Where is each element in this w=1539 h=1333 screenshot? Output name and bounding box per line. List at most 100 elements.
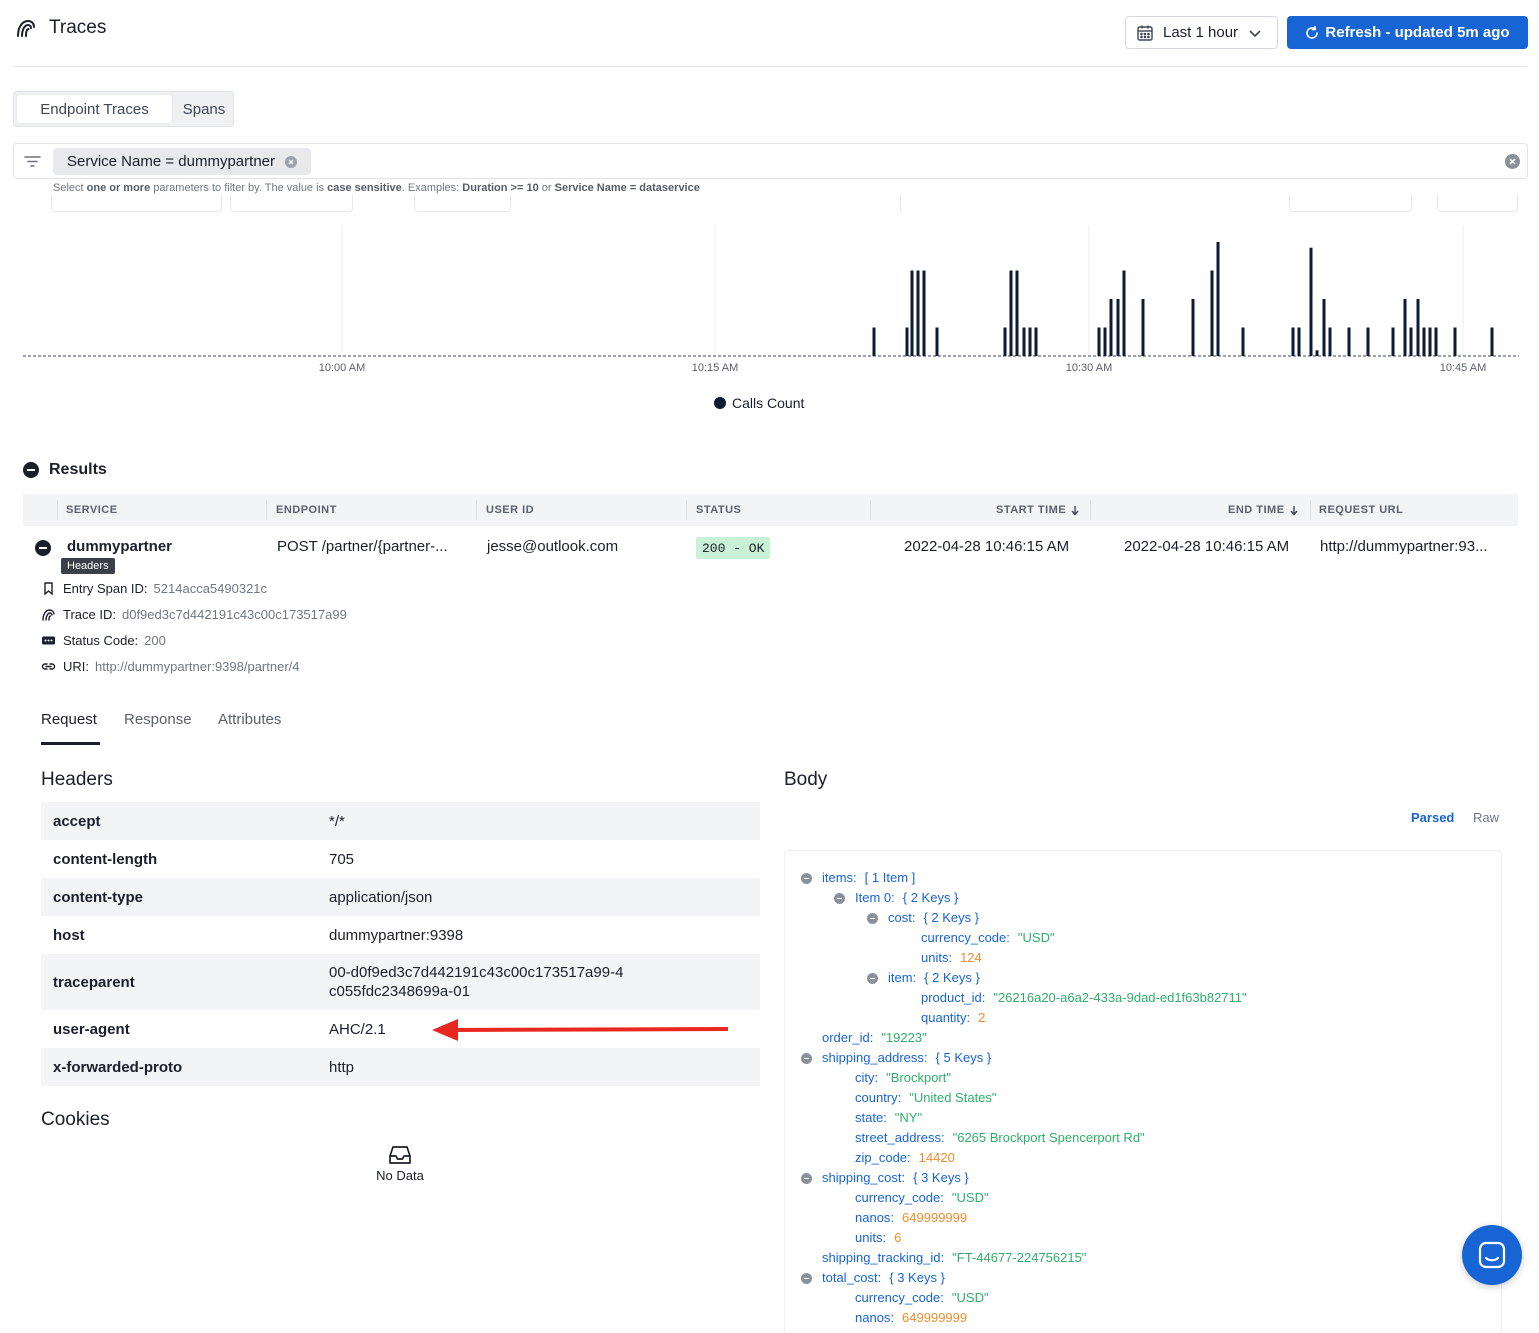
hidden-control-outline [900,195,901,212]
column-header-request-url[interactable]: REQUEST URL [1319,504,1404,516]
chart-bar[interactable] [1241,327,1245,357]
collapse-node-icon[interactable] [801,1273,812,1284]
filter-bar[interactable]: Service Name = dummypartner [13,143,1528,179]
column-separator [686,500,687,520]
chart-bar[interactable] [1416,299,1420,356]
chart-bar[interactable] [1109,299,1113,356]
filter-icon[interactable] [24,153,41,170]
json-line: zip_code: 14420 [855,1150,955,1165]
status-badge: 200 - OK [696,537,771,559]
column-header-endpoint[interactable]: ENDPOINT [276,504,337,516]
chart-bar[interactable] [1291,327,1295,357]
tab-response[interactable]: Response [124,711,192,728]
results-header[interactable]: Results [23,461,107,479]
chart-bar[interactable] [872,327,876,357]
chart-bar[interactable] [1322,299,1326,356]
chart-bar[interactable] [1428,327,1432,357]
chart-bar[interactable] [1453,327,1457,357]
calls-count-chart [23,225,1519,357]
json-key: cost: [888,910,916,925]
chart-bar[interactable] [1403,299,1407,356]
row-user-id[interactable]: jesse@outlook.com [487,538,619,555]
chart-bar[interactable] [1490,327,1494,357]
chart-bar[interactable] [1034,327,1038,357]
tab-endpoint-traces[interactable]: Endpoint Traces [17,95,172,123]
chart-bar[interactable] [1191,299,1195,356]
collapse-node-icon[interactable] [801,1053,812,1064]
collapse-results-icon[interactable] [23,462,39,478]
chart-bar[interactable] [1309,247,1313,356]
json-key: quantity: [921,1010,971,1025]
chart-bar[interactable] [1015,270,1019,357]
chart-bar[interactable] [1141,299,1145,356]
header-row-host: host dummypartner:9398 [41,916,760,954]
chart-bar[interactable] [1366,327,1370,357]
json-line: item: { 2 Keys } [888,970,980,985]
header-divider [13,66,1527,67]
chart-bar[interactable] [1434,327,1438,357]
row-service[interactable]: dummypartner [67,538,173,555]
chart-legend[interactable]: Calls Count [714,395,804,411]
json-key: item: [888,970,917,985]
chart-bar[interactable] [1216,242,1220,356]
json-string-value: "United States" [909,1090,997,1105]
annotation-arrow-icon [432,1019,729,1041]
json-key: zip_code: [855,1150,911,1165]
clear-filter-icon[interactable] [1505,154,1520,169]
detail-label: Status Code: [63,633,139,648]
collapse-node-icon[interactable] [867,913,878,924]
chart-bar[interactable] [935,327,939,357]
collapse-node-icon[interactable] [867,973,878,984]
chart-bar[interactable] [910,270,914,357]
chart-bar[interactable] [1391,327,1395,357]
filter-chip-service-name[interactable]: Service Name = dummypartner [53,148,311,175]
json-line: state: "NY" [855,1110,922,1125]
traces-logo-icon [17,19,35,37]
chart-bar[interactable] [1003,327,1007,357]
chart-bar[interactable] [1422,327,1426,357]
column-header-end-time[interactable]: END TIME [1228,494,1299,526]
chart-bar[interactable] [1028,327,1032,357]
trace-icon [42,609,55,621]
chart-bar[interactable] [1210,270,1214,357]
refresh-button[interactable]: Refresh - updated 5m ago [1287,16,1528,49]
body-raw-toggle[interactable]: Raw [1473,810,1500,825]
chart-bar[interactable] [1116,299,1120,356]
chart-bar[interactable] [1022,327,1026,357]
tab-attributes[interactable]: Attributes [218,711,282,728]
remove-chip-icon[interactable] [285,155,297,168]
json-line: units: 124 [921,950,982,965]
chart-bar[interactable] [1409,327,1413,357]
body-parsed-toggle[interactable]: Parsed [1411,810,1455,825]
chat-support-button[interactable] [1462,1225,1522,1285]
column-header-start-time[interactable]: START TIME [996,494,1080,526]
json-key: shipping_address: [822,1050,928,1065]
collapse-row-icon[interactable] [35,540,51,556]
chart-bar[interactable] [1315,350,1319,356]
collapse-node-icon[interactable] [801,1173,812,1184]
column-header-service[interactable]: SERVICE [66,504,118,516]
tab-spans[interactable]: Spans [182,100,226,118]
chart-bar[interactable] [922,270,926,357]
detail-value[interactable]: http://dummypartner:9398/partner/4 [95,659,300,674]
column-header-status[interactable]: STATUS [696,504,742,516]
time-range-select[interactable]: Last 1 hour [1125,16,1278,49]
collapse-node-icon[interactable] [834,893,845,904]
chart-bar[interactable] [905,327,909,357]
chart-bar[interactable] [916,270,920,357]
chart-bar[interactable] [1097,327,1101,357]
row-endpoint[interactable]: POST /partner/{partner-... [277,538,448,555]
row-request-url[interactable]: http://dummypartner:93... [1320,538,1488,555]
collapse-node-icon[interactable] [801,873,812,884]
json-string-value: "19223" [881,1030,927,1045]
tab-request[interactable]: Request [41,711,97,728]
chart-bar[interactable] [1122,270,1126,357]
chart-bar[interactable] [1103,327,1107,357]
chart-bar[interactable] [1347,327,1351,357]
chart-bar[interactable] [1009,270,1013,357]
chart-bar[interactable] [1328,327,1332,357]
chart-bar[interactable] [1297,327,1301,357]
json-key: country: [855,1090,902,1105]
detail-value: 200 [144,633,166,648]
column-header-user-id[interactable]: USER ID [486,504,535,516]
